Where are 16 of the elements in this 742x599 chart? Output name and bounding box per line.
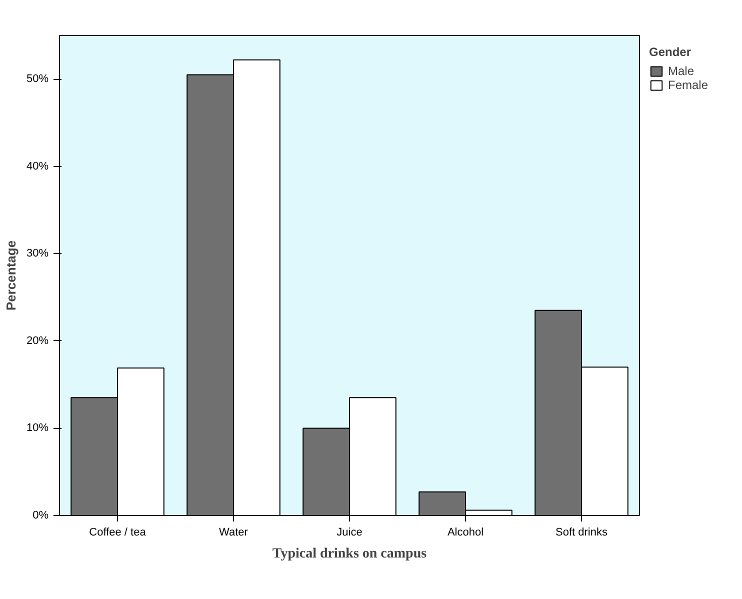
legend-title: Gender	[649, 45, 692, 59]
y-axis-title: Percentage	[3, 240, 18, 311]
y-tick-label: 0%	[32, 510, 49, 522]
y-tick-label: 40%	[26, 160, 49, 172]
y-tick-label: 20%	[26, 334, 49, 347]
legend-label: Female	[668, 78, 708, 92]
x-tick-label: Coffee / tea	[89, 526, 147, 538]
y-tick-label: 10%	[26, 422, 49, 434]
x-tick-label: Soft drinks	[556, 526, 608, 538]
x-tick-label: Alcohol	[447, 526, 484, 538]
x-tick-label: Juice	[336, 526, 362, 538]
x-axis-title: Typical drinks on campus	[272, 546, 428, 562]
y-tick-label: 30%	[26, 248, 49, 260]
x-tick-label: Water	[219, 526, 248, 538]
legend-label: Male	[668, 64, 694, 78]
y-tick-label: 50%	[26, 73, 49, 86]
